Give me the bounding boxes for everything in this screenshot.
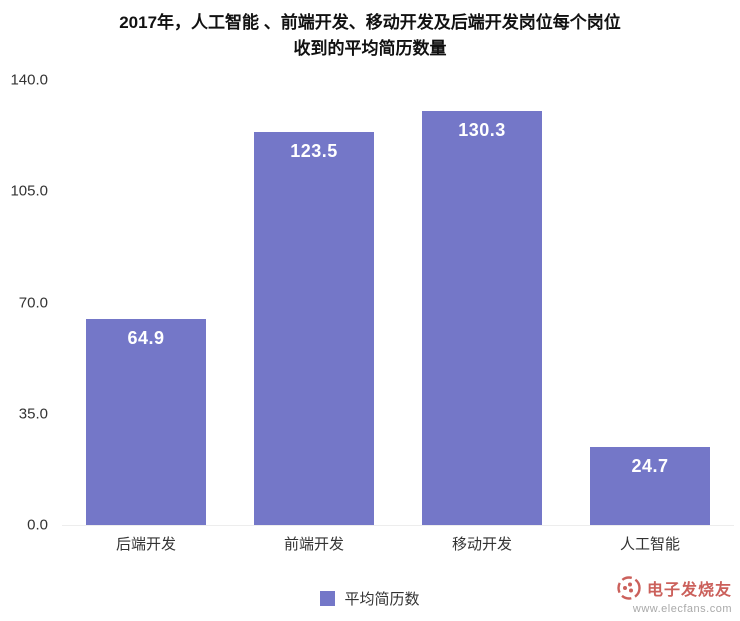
- y-tick-label: 35.0: [18, 405, 48, 423]
- bar: 123.5: [253, 132, 375, 525]
- y-axis: 140.0 105.0 70.0 35.0 0.0: [0, 72, 54, 534]
- watermark-url: www.elecfans.com: [632, 603, 732, 615]
- bar-value-label: 123.5: [290, 141, 338, 162]
- y-tick-label: 105.0: [10, 182, 48, 200]
- watermark-brand-row: 电子发烧友: [616, 575, 732, 601]
- legend: 平均简历数: [0, 588, 740, 609]
- bar-slot: 130.3: [398, 80, 566, 525]
- bar-slot: 123.5: [230, 80, 398, 525]
- bar-value-label: 130.3: [458, 119, 506, 140]
- bar: 24.7: [589, 446, 711, 525]
- x-axis-label: 人工智能: [619, 536, 680, 553]
- plot-area: 64.9 123.5 130.3 24.7: [62, 80, 734, 526]
- y-tick-label: 140.0: [10, 71, 48, 89]
- y-tick-label: 70.0: [18, 294, 48, 311]
- elecfans-logo-icon: [617, 576, 641, 600]
- bar-slot: 24.7: [566, 80, 734, 525]
- chart-title-line-1: 2017年，人工智能 、前端开发、移动开发及后端开发岗位每个岗位: [119, 13, 621, 32]
- bar-chart: 140.0 105.0 70.0 35.0 0.0 64.9 123.5 130.3 24.7…: [0, 72, 740, 553]
- bar: 130.3: [421, 110, 543, 525]
- bar-value-label: 24.7: [631, 455, 669, 476]
- x-axis-label: 移动开发: [451, 536, 512, 553]
- watermark: 电子发烧友 www.elecfans.com: [616, 575, 732, 615]
- x-axis-label: 后端开发: [115, 536, 176, 553]
- bar-value-label: 64.9: [127, 327, 165, 348]
- y-tick-label: 0.0: [27, 516, 48, 534]
- chart-title: 2017年，人工智能 、前端开发、移动开发及后端开发岗位每个岗位 收到的平均简历…: [0, 0, 740, 61]
- x-axis-label: 前端开发: [283, 536, 344, 553]
- watermark-brand-text: 电子发烧友: [646, 582, 732, 599]
- chart-title-line-2: 收到的平均简历数量: [293, 38, 447, 58]
- legend-label: 平均简历数: [344, 591, 420, 608]
- bar: 64.9: [85, 318, 207, 525]
- bar-slot: 64.9: [62, 80, 230, 525]
- x-axis: 后端开发 前端开发 移动开发 人工智能: [62, 533, 734, 554]
- legend-swatch: [320, 591, 336, 606]
